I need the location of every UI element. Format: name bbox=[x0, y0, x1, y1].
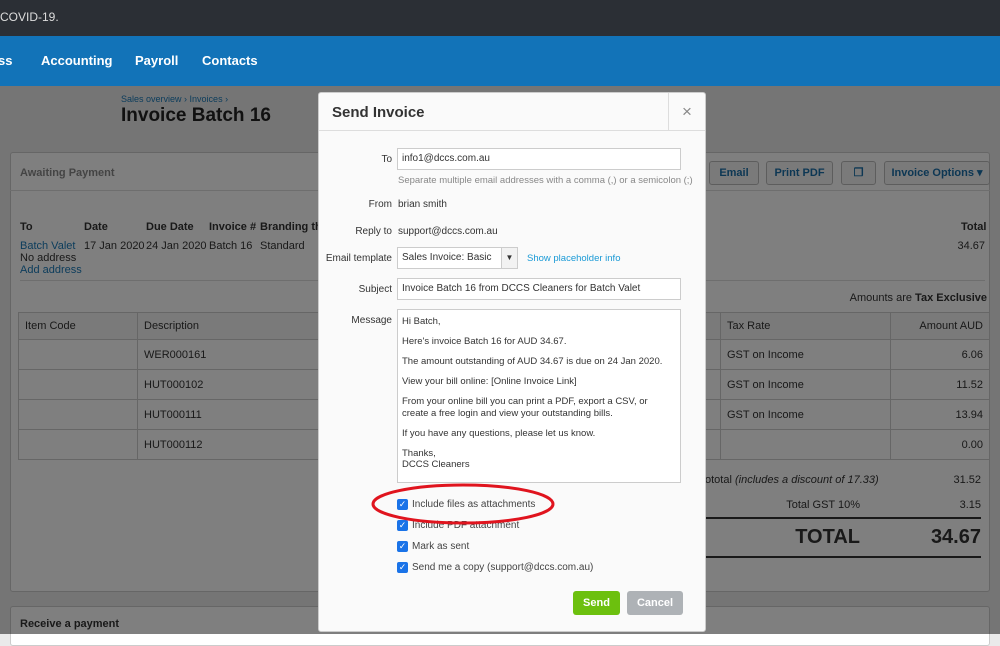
include-files-checkbox[interactable]: ✓ Include files as attachments bbox=[397, 499, 535, 510]
message-line: Thanks, bbox=[402, 447, 436, 459]
main-nav: ss Accounting Payroll Contacts bbox=[0, 36, 1000, 86]
mark-as-sent-checkbox[interactable]: ✓ Mark as sent bbox=[397, 541, 469, 552]
banner-text: COVID-19. bbox=[0, 10, 59, 24]
from-value: brian smith bbox=[398, 199, 447, 210]
checkmark-icon: ✓ bbox=[397, 562, 408, 573]
dialog-header: Send Invoice × bbox=[319, 93, 705, 131]
reply-to-value: support@dccs.com.au bbox=[398, 226, 498, 237]
message-textarea[interactable]: Hi Batch, Here's invoice Batch 16 for AU… bbox=[397, 309, 681, 483]
template-select[interactable]: Sales Invoice: Basic ▼ bbox=[397, 247, 518, 269]
checkbox-label: Include PDF attachment bbox=[412, 520, 520, 531]
message-line: If you have any questions, please let us… bbox=[402, 427, 596, 439]
to-input[interactable]: info1@dccs.com.au bbox=[397, 148, 681, 170]
nav-item-business[interactable]: ss bbox=[0, 53, 13, 68]
message-label: Message bbox=[351, 315, 392, 326]
message-line: From your online bill you can print a PD… bbox=[402, 396, 648, 419]
template-label: Email template bbox=[325, 253, 392, 264]
checkbox-label: Mark as sent bbox=[412, 541, 470, 552]
to-label: To bbox=[381, 154, 392, 165]
message-line: Here's invoice Batch 16 for AUD 34.67. bbox=[402, 336, 567, 347]
checkbox-label: Include files as attachments bbox=[412, 499, 536, 510]
nav-item-accounting[interactable]: Accounting bbox=[41, 53, 113, 68]
from-label: From bbox=[368, 199, 392, 210]
checkmark-icon: ✓ bbox=[397, 520, 408, 531]
subject-label: Subject bbox=[358, 284, 392, 295]
chevron-down-icon: ▼ bbox=[501, 248, 517, 268]
message-line: The amount outstanding of AUD 34.67 is d… bbox=[402, 356, 663, 367]
nav-item-payroll[interactable]: Payroll bbox=[135, 53, 179, 68]
reply-to-label: Reply to bbox=[355, 226, 392, 237]
message-line: DCCS Cleaners bbox=[402, 459, 470, 470]
highlight-annotation-ellipse bbox=[371, 483, 555, 525]
cancel-button[interactable]: Cancel bbox=[627, 591, 683, 615]
message-line: View your bill online: [Online Invoice L… bbox=[402, 376, 577, 387]
show-placeholder-link[interactable]: Show placeholder info bbox=[527, 253, 621, 264]
announcement-bar: COVID-19. bbox=[0, 0, 1000, 36]
checkmark-icon: ✓ bbox=[397, 541, 408, 552]
checkbox-label: Send me a copy (support@dccs.com.au) bbox=[412, 562, 594, 573]
dialog-title: Send Invoice bbox=[332, 104, 425, 121]
send-button[interactable]: Send bbox=[573, 591, 620, 615]
template-value: Sales Invoice: Basic bbox=[402, 252, 492, 263]
to-hint: Separate multiple email addresses with a… bbox=[398, 175, 693, 186]
send-copy-checkbox[interactable]: ✓ Send me a copy (support@dccs.com.au) bbox=[397, 562, 593, 573]
message-line: Hi Batch, bbox=[402, 316, 441, 327]
checkmark-icon: ✓ bbox=[397, 499, 408, 510]
close-icon[interactable]: × bbox=[668, 93, 705, 130]
include-pdf-checkbox[interactable]: ✓ Include PDF attachment bbox=[397, 520, 519, 531]
red-ellipse bbox=[371, 483, 555, 525]
send-invoice-dialog: Send Invoice × To info1@dccs.com.au Sepa… bbox=[318, 92, 706, 632]
subject-input[interactable]: Invoice Batch 16 from DCCS Cleaners for … bbox=[397, 278, 681, 300]
nav-item-contacts[interactable]: Contacts bbox=[202, 53, 258, 68]
